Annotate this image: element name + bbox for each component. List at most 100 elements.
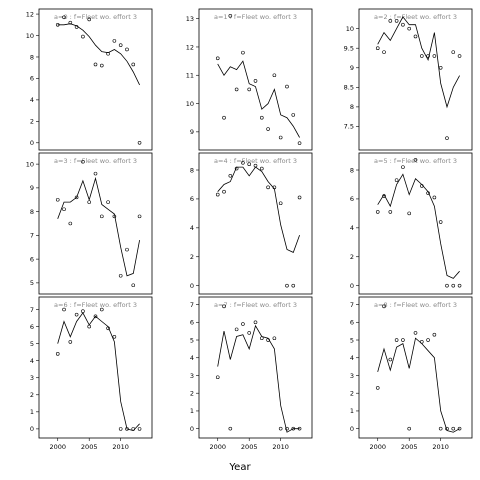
data-point [81,34,85,39]
y-tick-label: 3 [350,372,354,380]
data-point [388,210,393,214]
data-point [55,22,60,27]
x-tick-label: 2005 [81,443,98,451]
data-point [426,191,430,195]
y-tick-label: 3 [30,374,34,382]
data-point [74,25,79,29]
data-point [285,426,289,431]
data-point [253,163,258,168]
y-tick-label: 2 [350,390,354,398]
y-tick-label: 0 [190,425,194,433]
y-tick-label: 10 [26,32,34,40]
y-tick-label: 8 [350,103,354,111]
data-point [451,426,456,431]
data-point [62,307,66,312]
data-point [74,195,79,200]
data-point [125,427,129,431]
data-point [106,51,110,56]
y-tick-label: 7 [190,301,194,309]
data-point [68,20,73,25]
y-tick-label: 8 [190,166,194,174]
y-tick-label: 9.5 [344,45,354,53]
data-point [125,247,129,252]
y-tick-label: 6 [350,319,354,327]
y-tick-label: 2 [190,390,194,398]
data-point [222,115,226,120]
y-tick-label: 0 [350,425,354,433]
data-point [297,195,302,200]
x-tick-label: 2000 [369,443,386,451]
data-point [432,195,437,200]
fitted-line [57,23,140,86]
y-tick-label: 6 [190,319,194,327]
y-tick-label: 2 [190,253,194,261]
y-tick-label: 2 [350,253,354,261]
data-point [131,283,136,288]
data-point [382,304,386,309]
data-point [432,54,437,58]
data-point [106,200,110,204]
panel-title: a=2 : f=Fleet wo. effort 3 [374,13,457,21]
panel-0: 0 2 4 6 8 10 12 a=0 : f=Fleet wo. effort 3 [26,8,153,151]
data-point [234,166,239,171]
y-tick-label: 1 [190,407,194,415]
data-point [222,304,226,309]
data-point [297,426,302,431]
data-point [419,184,424,188]
y-tick-label: 0 [30,425,34,433]
panel-title: a=0 : f=Fleet wo. effort 3 [54,13,137,21]
data-point [419,54,424,58]
data-point [253,320,258,325]
y-tick-label: 13 [186,15,194,23]
data-point [297,141,302,145]
data-point [401,165,405,169]
data-point [234,87,239,92]
data-point [382,194,386,198]
y-tick-label: 5 [190,336,194,344]
data-point [272,73,277,78]
data-point [438,65,443,70]
data-point [419,339,424,344]
data-point [291,426,296,431]
data-point [81,159,85,164]
panel-title: a=4 : f=Fleet wo. effort 3 [214,157,297,165]
data-point [394,19,399,23]
y-tick-label: 10 [346,25,354,33]
y-tick-label: 4 [190,224,194,232]
y-tick-label: 5 [30,279,34,287]
data-point [87,17,92,22]
y-tick-label: 6 [30,323,34,331]
data-point [394,178,399,182]
y-tick-label: 7 [30,306,34,314]
y-tick-label: 8 [30,208,34,216]
data-point [445,136,449,140]
data-point [93,171,98,176]
y-tick-label: 0 [350,282,354,290]
panel-frame [358,296,473,439]
fitted-line [377,173,460,279]
y-tick-label: 5 [30,340,34,348]
x-tick-label: 2010 [432,443,449,451]
y-tick-label: 6 [350,195,354,203]
y-tick-label: 2 [30,391,34,399]
data-point [241,322,245,326]
panel-title: a=5 : f=Fleet wo. effort 3 [374,157,457,165]
data-point [241,160,245,165]
data-point [247,162,252,167]
data-point [222,189,226,194]
panel-8: 0 1 2 3 4 5 6 7 2000 2005 2010 a=8 : f=Fleet wo. ef… [350,296,473,451]
data-point [112,335,117,339]
y-tick-label: 8 [350,166,354,174]
panel-4: 0 2 4 6 8 a=4 : f=Fleet wo. effort 3 [190,152,313,295]
y-tick-label: 5 [350,336,354,344]
panel-frame [198,8,313,151]
data-point [99,307,104,312]
data-point [291,113,296,117]
data-point [272,185,277,190]
data-point [375,210,380,214]
data-point [112,214,117,219]
data-point [247,87,252,92]
data-point [106,326,110,331]
data-point [215,56,220,61]
data-point [81,309,85,314]
